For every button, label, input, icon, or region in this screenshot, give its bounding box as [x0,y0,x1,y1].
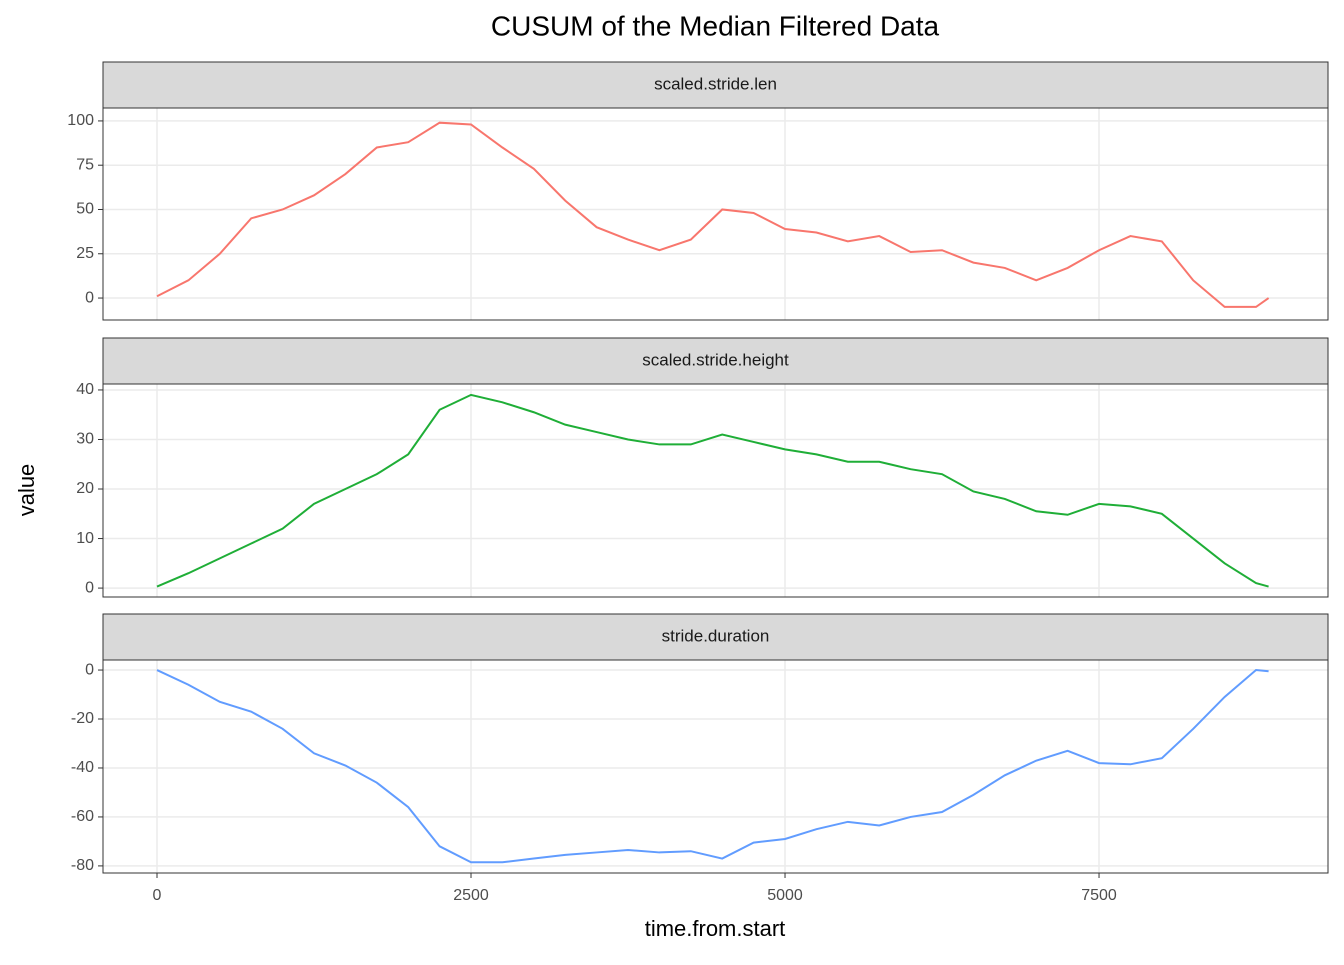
line [156,121,1270,308]
line [156,669,1269,864]
panel-border [102,659,1329,874]
strip-label: scaled.stride.len [654,74,777,93]
y-tick-label: 25 [76,245,94,262]
x-axis-label: time.from.start [645,916,786,941]
y-tick-label: 0 [85,579,94,596]
y-tick-label: 20 [76,480,94,497]
y-tick-label: 0 [85,289,94,306]
line [156,393,1269,588]
panel-border [102,383,1329,598]
x-tick-label: 2500 [453,887,489,904]
panel [103,384,1328,597]
y-tick-label: 10 [76,530,94,547]
panel-border [102,107,1329,321]
y-tick-label: 0 [85,661,94,678]
y-tick-label: -40 [71,759,94,776]
y-tick-label: -60 [71,808,94,825]
y-tick-label: -80 [71,857,94,874]
y-tick-label: -20 [71,710,94,727]
x-tick-label: 0 [153,887,162,904]
y-tick-label: 40 [76,381,94,398]
y-tick-label: 30 [76,431,94,448]
panel [103,108,1328,320]
strip-label: scaled.stride.height [642,350,789,369]
panel [103,660,1328,873]
strip [102,613,1329,661]
strip-label: stride.duration [662,626,770,645]
y-tick-label: 75 [76,156,94,173]
x-tick-label: 7500 [1081,887,1117,904]
y-tick-label: 50 [76,201,94,218]
strip [102,337,1329,385]
y-tick-label: 100 [67,112,94,129]
strip [102,61,1329,109]
chart-title: CUSUM of the Median Filtered Data [491,10,940,41]
y-axis-label: value [14,464,39,517]
x-tick-label: 5000 [767,887,803,904]
